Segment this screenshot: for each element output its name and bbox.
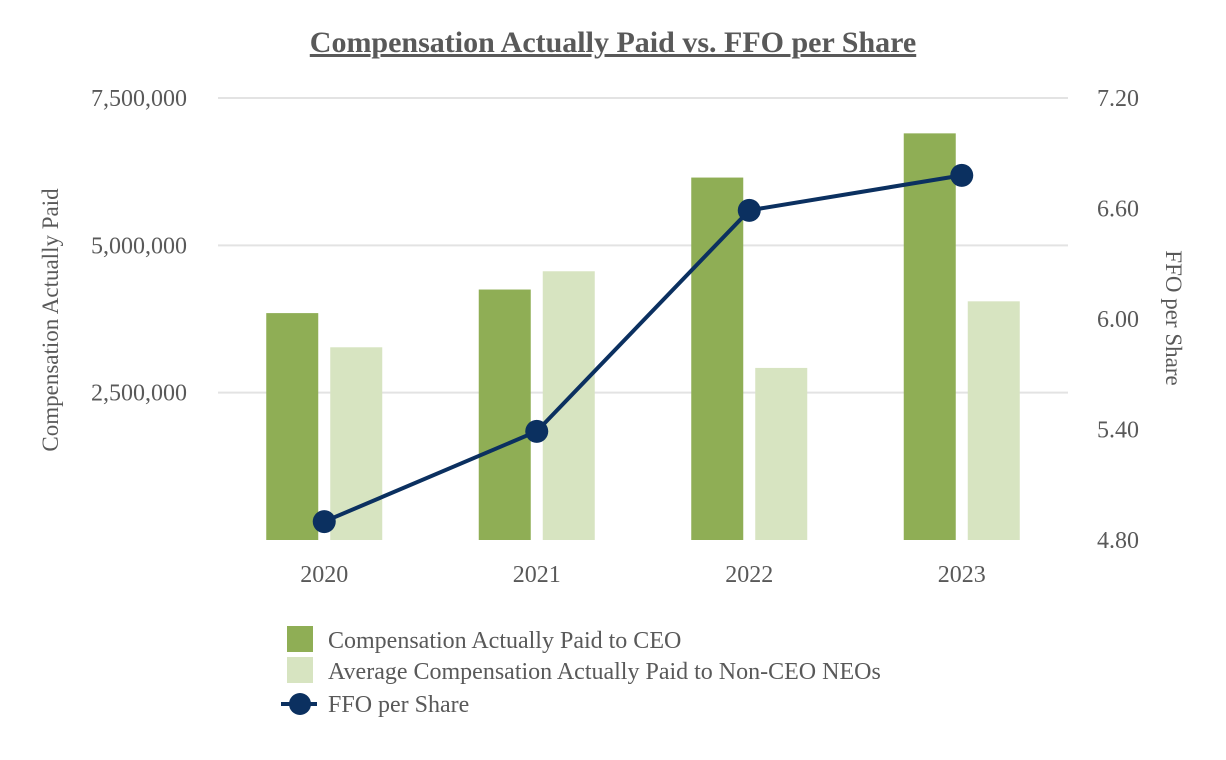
left-tick-label: 7,500,000 bbox=[91, 86, 187, 112]
legend-label-0: Compensation Actually Paid to CEO bbox=[328, 628, 681, 654]
left-tick-label: 2,500,000 bbox=[91, 381, 187, 407]
bar-ceo-2023 bbox=[903, 133, 956, 541]
right-tick-label: 4.80 bbox=[1097, 528, 1139, 554]
legend-swatch-0 bbox=[287, 626, 313, 652]
x-tick-label: 2021 bbox=[513, 562, 561, 588]
bars bbox=[266, 133, 1020, 541]
x-tick-label: 2020 bbox=[300, 562, 348, 588]
legend-label-1: Average Compensation Actually Paid to No… bbox=[328, 659, 881, 685]
chart-title: Compensation Actually Paid vs. FFO per S… bbox=[310, 26, 916, 59]
x-axis-ticks: 2020 2021 2022 2023 bbox=[300, 562, 986, 588]
bar-non-ceo-2022 bbox=[755, 367, 808, 540]
ffo-line-path bbox=[323, 173, 963, 524]
legend-swatch-1 bbox=[287, 657, 313, 683]
ffo-point-2021 bbox=[525, 419, 549, 443]
bar-ceo-2021 bbox=[478, 289, 531, 540]
bar-ceo-2020 bbox=[266, 313, 319, 540]
legend-label-2: FFO per Share bbox=[328, 692, 469, 718]
ffo-point-2023 bbox=[950, 163, 974, 187]
x-tick-label: 2023 bbox=[938, 562, 986, 588]
bar-ceo-2022 bbox=[691, 177, 744, 540]
right-tick-label: 6.60 bbox=[1097, 197, 1139, 223]
right-tick-label: 6.00 bbox=[1097, 307, 1139, 333]
right-axis-title: FFO per Share bbox=[1161, 250, 1186, 385]
bar-non-ceo-2021 bbox=[542, 271, 595, 540]
left-axis-title: Compensation Actually Paid bbox=[38, 188, 63, 452]
left-axis-ticks: 2,500,000 5,000,000 7,500,000 bbox=[91, 86, 187, 407]
ffo-line bbox=[312, 163, 974, 534]
right-tick-label: 7.20 bbox=[1097, 86, 1139, 112]
bar-non-ceo-2020 bbox=[330, 347, 383, 540]
right-tick-label: 5.40 bbox=[1097, 418, 1139, 444]
left-tick-label: 5,000,000 bbox=[91, 233, 187, 259]
right-axis-ticks: 4.80 5.40 6.00 6.60 7.20 bbox=[1097, 86, 1139, 554]
x-tick-label: 2022 bbox=[725, 562, 773, 588]
bar-non-ceo-2023 bbox=[967, 301, 1020, 540]
legend-marker-swatch bbox=[289, 693, 311, 715]
ffo-point-2022 bbox=[737, 198, 761, 222]
legend: Compensation Actually Paid to CEO Average… bbox=[281, 626, 881, 718]
ffo-point-2020 bbox=[312, 510, 336, 534]
